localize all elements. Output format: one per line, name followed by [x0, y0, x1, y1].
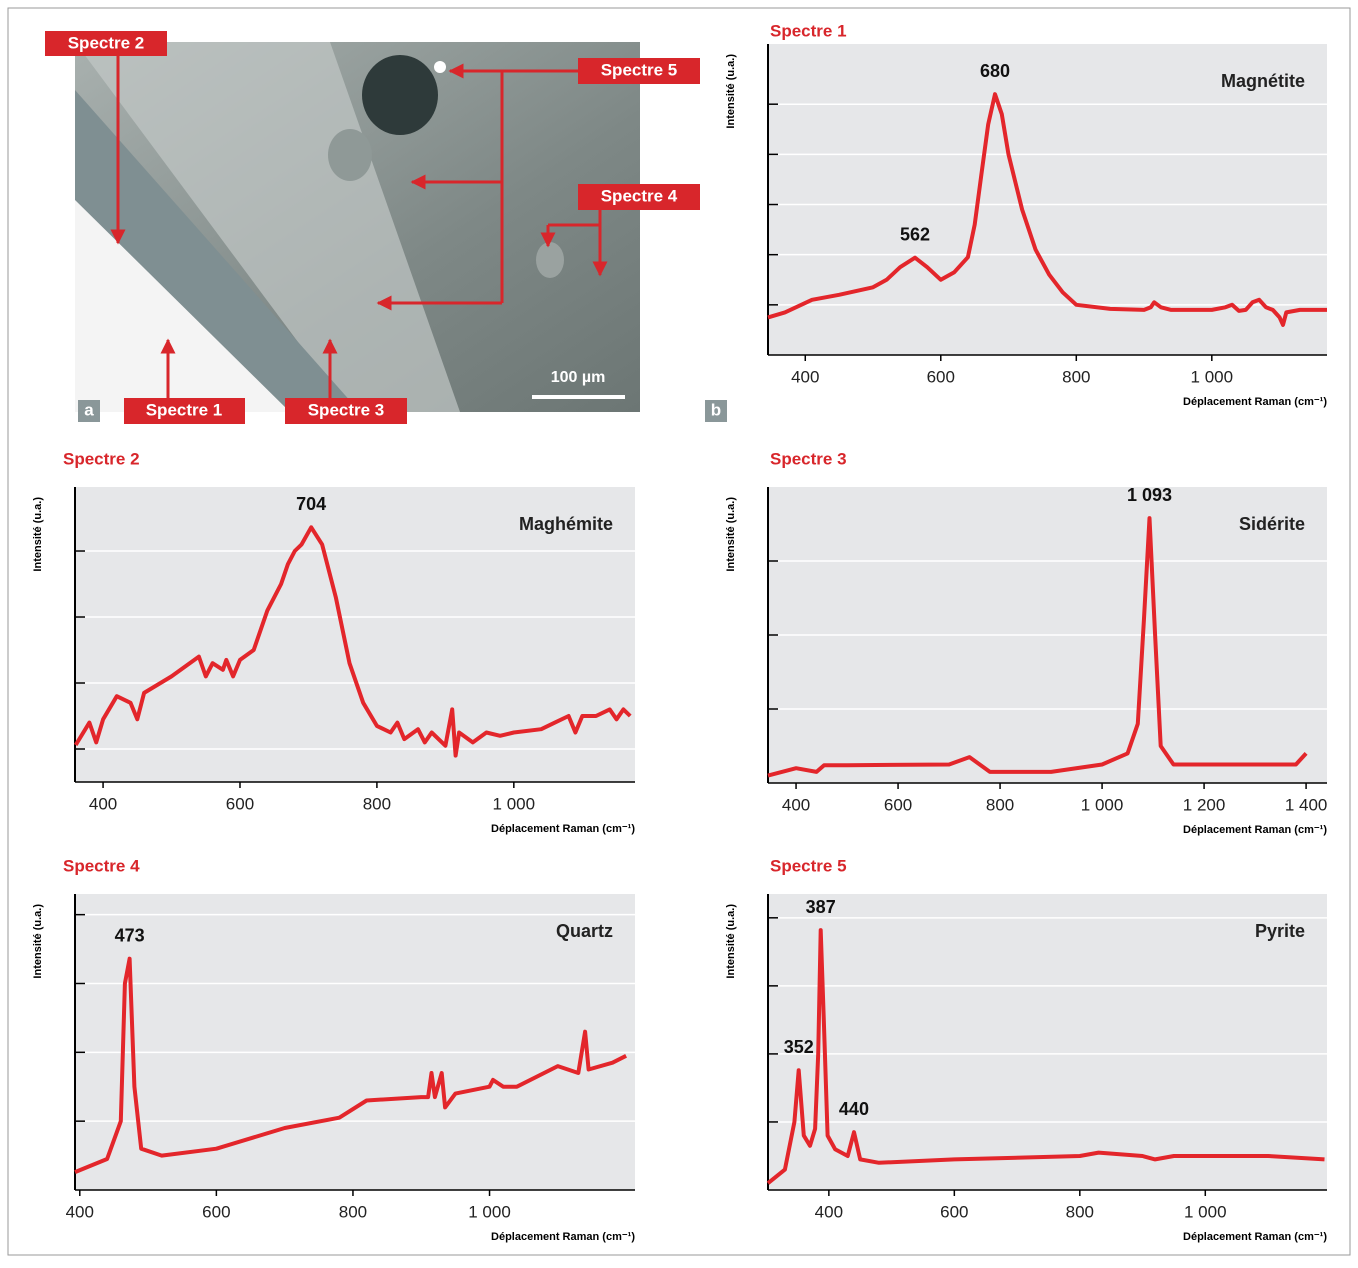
x-tick-label: 400 [815, 1202, 843, 1221]
x-tick-label: 1 200 [1183, 795, 1226, 814]
plot-area [75, 487, 635, 782]
y-axis-label: Intensité (u.a.) [725, 904, 737, 979]
x-tick-label: 1 400 [1285, 795, 1328, 814]
chart-title: Spectre 1 [770, 21, 847, 40]
x-tick-label: 1 000 [1184, 1202, 1227, 1221]
x-tick-label: 400 [782, 795, 810, 814]
y-axis-label: Intensité (u.a.) [725, 54, 737, 129]
x-tick-label: 600 [202, 1202, 230, 1221]
image-label: Spectre 3 [308, 400, 385, 419]
spectrum-line [73, 525, 632, 758]
x-axis-label: Déplacement Raman (cm⁻¹) [491, 823, 635, 835]
panel-letter: a [84, 400, 94, 419]
x-tick-label: 600 [940, 1202, 968, 1221]
plot-area [768, 894, 1327, 1190]
x-tick-label: 800 [1066, 1202, 1094, 1221]
x-tick-label: 800 [363, 794, 391, 813]
peak-label: 473 [115, 925, 145, 945]
spectrum-line [766, 928, 1325, 1185]
annotation: Sidérite [1239, 514, 1305, 534]
x-tick-label: 1 000 [493, 794, 536, 813]
chart-title: Spectre 5 [770, 856, 847, 875]
plot-area [75, 894, 635, 1190]
spectrum-line [767, 516, 1308, 778]
plot-area [768, 44, 1327, 355]
peak-label: 562 [900, 224, 930, 244]
peak-label: 387 [806, 897, 836, 917]
x-tick-label: 600 [927, 367, 955, 386]
spectrum-line [74, 956, 628, 1174]
annotation: Quartz [556, 921, 613, 941]
image-label: Spectre 5 [601, 60, 678, 79]
peak-label: 680 [980, 61, 1010, 81]
image-label: Spectre 2 [68, 33, 145, 52]
y-axis-label: Intensité (u.a.) [32, 904, 44, 979]
peak-label: 440 [839, 1099, 869, 1119]
spectrum-line [767, 92, 1327, 327]
x-tick-label: 400 [89, 794, 117, 813]
x-tick-label: 800 [986, 795, 1014, 814]
x-axis-label: Déplacement Raman (cm⁻¹) [1183, 824, 1327, 836]
x-tick-label: 400 [791, 367, 819, 386]
y-axis-label: Intensité (u.a.) [725, 497, 737, 572]
frame [7, 7, 1351, 1256]
annotation: Pyrite [1255, 921, 1305, 941]
y-axis-label: Intensité (u.a.) [32, 497, 44, 572]
chart-title: Spectre 4 [63, 856, 140, 875]
image-label: Spectre 4 [601, 186, 678, 205]
x-tick-label: 400 [66, 1202, 94, 1221]
x-tick-label: 600 [884, 795, 912, 814]
annotation: Maghémite [519, 514, 613, 534]
x-axis-label: Déplacement Raman (cm⁻¹) [1183, 396, 1327, 408]
annotation: Magnétite [1221, 71, 1305, 91]
x-tick-label: 1 000 [1191, 367, 1234, 386]
peak-label: 704 [296, 494, 326, 514]
panel-letter: b [711, 400, 721, 419]
x-tick-label: 1 000 [1081, 795, 1124, 814]
x-axis-label: Déplacement Raman (cm⁻¹) [1183, 1231, 1327, 1243]
x-tick-label: 800 [339, 1202, 367, 1221]
chart-title: Spectre 2 [63, 449, 140, 468]
x-tick-label: 1 000 [468, 1202, 511, 1221]
image-label: Spectre 1 [146, 400, 223, 419]
x-tick-label: 600 [226, 794, 254, 813]
peak-label: 1 093 [1127, 485, 1172, 505]
x-axis-label: Déplacement Raman (cm⁻¹) [491, 1231, 635, 1243]
x-tick-label: 800 [1062, 367, 1090, 386]
scale-bar-label: 100 µm [551, 369, 606, 386]
peak-label: 352 [784, 1037, 814, 1057]
chart-title: Spectre 3 [770, 449, 847, 468]
micrograph: 100 µm Spectre 2 Spectre 5 Spectre 4 Spe… [45, 31, 727, 424]
